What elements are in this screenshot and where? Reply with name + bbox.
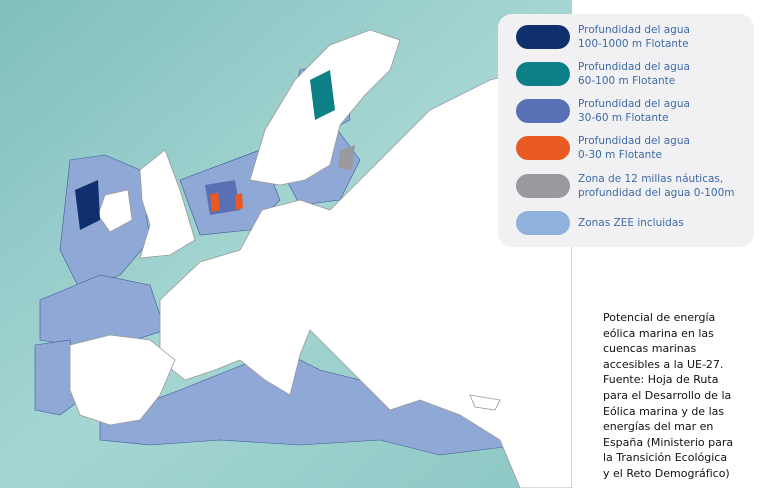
legend-swatch bbox=[516, 136, 570, 160]
caption-line: Fuente: Hoja de Ruta bbox=[603, 373, 719, 387]
legend-line: profundidad del agua 0-100m bbox=[578, 187, 735, 199]
caption-line: España (Ministerio para bbox=[603, 435, 734, 449]
legend-line: Zona de 12 millas náuticas, bbox=[578, 173, 724, 185]
legend-label: Profundidad del agua 30-60 m Flotante bbox=[578, 97, 690, 125]
legend-line: 100-1000 m Flotante bbox=[578, 38, 689, 50]
legend-item: Profundidad del agua 100-1000 m Flotante bbox=[516, 21, 690, 53]
caption-line: eólica marina en las bbox=[603, 326, 714, 340]
caption-line: cuencas marinas bbox=[603, 342, 697, 356]
legend-item: Profundidad del agua 60-100 m Flotante bbox=[516, 58, 690, 90]
legend-line: Profundidad del agua bbox=[578, 61, 690, 73]
legend-swatch bbox=[516, 211, 570, 235]
legend-label: Profundidad del agua 0-30 m Flotante bbox=[578, 134, 690, 162]
legend-swatch bbox=[516, 174, 570, 198]
legend-swatch bbox=[516, 99, 570, 123]
legend-item: Profundidad del agua 30-60 m Flotante bbox=[516, 95, 690, 127]
legend-line: Profundidad del agua bbox=[578, 98, 690, 110]
legend: Profundidad del agua 100-1000 m Flotante P… bbox=[498, 14, 754, 247]
map bbox=[0, 0, 572, 488]
caption-line: y el Reto Demográfico) bbox=[603, 466, 730, 480]
caption-line: Eólica marina y de las bbox=[603, 404, 725, 418]
caption-line: Potencial de energía bbox=[603, 311, 716, 324]
caption: Potencial de energía eólica marina en las… bbox=[603, 310, 753, 482]
legend-label: Zonas ZEE incluidas bbox=[578, 216, 684, 230]
caption-line: energías del mar en bbox=[603, 420, 714, 434]
caption-line: accesibles a la UE-27. bbox=[603, 357, 724, 371]
legend-line: Profundidad del agua bbox=[578, 135, 690, 147]
legend-line: 60-100 m Flotante bbox=[578, 75, 676, 87]
depth-zones bbox=[75, 70, 355, 230]
legend-item: Zonas ZEE incluidas bbox=[516, 207, 684, 239]
caption-line: la Transición Ecológica bbox=[603, 451, 728, 465]
legend-swatch bbox=[516, 25, 570, 49]
legend-line: 30-60 m Flotante bbox=[578, 112, 669, 124]
legend-item: Zona de 12 millas náuticas, profundidad d… bbox=[516, 170, 735, 202]
legend-line: Zonas ZEE incluidas bbox=[578, 217, 684, 229]
legend-line: Profundidad del agua bbox=[578, 24, 690, 36]
legend-item: Profundidad del agua 0-30 m Flotante bbox=[516, 132, 690, 164]
legend-label: Profundidad del agua 60-100 m Flotante bbox=[578, 60, 690, 88]
legend-swatch bbox=[516, 62, 570, 86]
legend-line: 0-30 m Flotante bbox=[578, 149, 662, 161]
caption-line: para el Desarrollo de la bbox=[603, 388, 732, 402]
legend-label: Profundidad del agua 100-1000 m Flotante bbox=[578, 23, 690, 51]
legend-label: Zona de 12 millas náuticas, profundidad d… bbox=[578, 172, 735, 200]
